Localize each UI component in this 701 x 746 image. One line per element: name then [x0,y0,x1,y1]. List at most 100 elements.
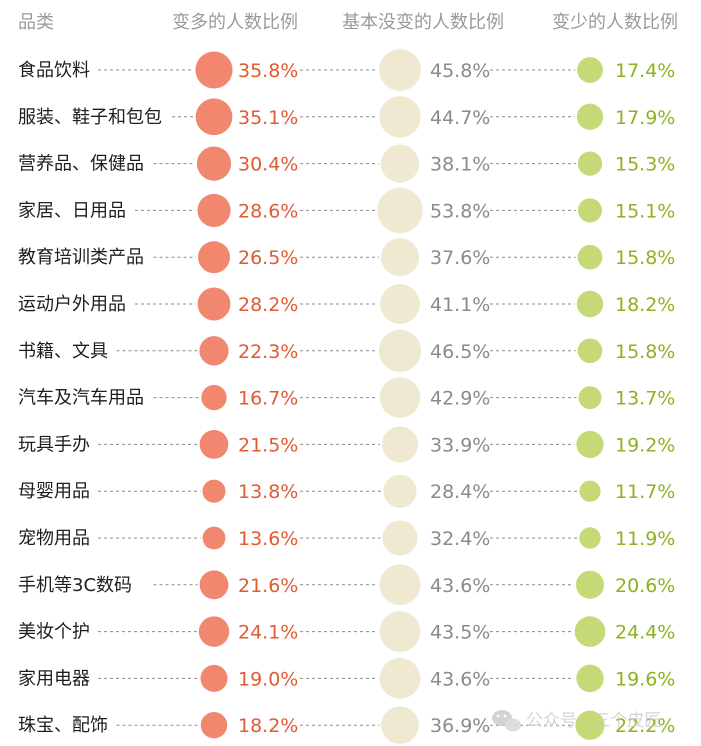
value-same: 43.6% [430,575,490,597]
value-same: 41.1% [430,294,490,316]
value-same: 32.4% [430,528,490,550]
bubble-more [196,146,232,181]
bubble-less [577,57,603,83]
bubble-more [200,711,228,739]
value-less: 17.4% [615,60,675,82]
bubble-more [198,241,230,274]
bubble-same [383,474,417,508]
category-label: 玩具手办 [18,434,90,455]
bubble-less [577,151,603,176]
table-row: 家居、日用品 28.6% 53.8% 15.1% [18,187,675,234]
table-row: 书籍、文具 22.3% 46.5% 15.8% [18,329,675,372]
table-row: 美妆个护 24.1% 43.5% 24.4% [18,611,675,653]
value-more: 28.6% [238,200,298,222]
value-same: 44.7% [430,107,490,129]
value-same: 42.9% [430,388,490,410]
bubble-same [380,238,420,277]
value-same: 33.9% [430,434,490,456]
value-same: 37.6% [430,247,490,269]
category-label: 珠宝、配饰 [18,715,108,736]
table-row: 运动户外用品 28.2% 41.1% 18.2% [18,284,675,324]
category-label: 运动户外用品 [18,294,126,315]
value-less: 11.9% [615,528,675,550]
bubble-same [378,329,422,372]
value-less: 22.2% [615,715,675,737]
bubble-more [197,193,231,227]
value-same: 45.8% [430,60,490,82]
bubble-same [379,564,421,606]
value-more: 35.8% [238,60,298,82]
value-same: 38.1% [430,154,490,176]
value-less: 19.6% [615,668,675,690]
table-row: 母婴用品 13.8% 28.4% 11.7% [18,474,675,508]
table-row: 服装、鞋子和包包 35.1% 44.7% 17.9% [18,96,675,138]
category-label: 食品饮料 [18,60,90,81]
bubble-more [199,570,229,600]
bubble-more [202,479,226,503]
bubble-more [201,384,227,411]
bubble-more [198,616,230,647]
value-less: 15.8% [615,341,675,363]
bubble-more [202,526,226,550]
bubble-less [575,710,605,740]
bubble-same [379,377,421,418]
table-row: 珠宝、配饰 18.2% 36.9% 22.2% [18,706,675,745]
value-more: 16.7% [238,388,298,410]
bubble-same [380,284,420,324]
bubble-less [578,386,602,410]
table-row: 宠物用品 13.6% 32.4% 11.9% [18,520,675,556]
category-label: 家用电器 [18,668,90,689]
bubble-same [380,144,420,183]
header-more: 变多的人数比例 [172,12,298,33]
value-same: 36.9% [430,715,490,737]
table-row: 家用电器 19.0% 43.6% 19.6% [18,657,675,699]
bubble-less [574,616,606,647]
bubble-same [379,96,421,138]
category-label: 宠物用品 [18,528,90,549]
bubble-more [200,664,228,692]
bubble-less [576,290,604,318]
value-more: 21.6% [238,575,298,597]
value-less: 18.2% [615,294,675,316]
value-less: 17.9% [615,107,675,129]
bubble-less [576,430,604,458]
bubble-less [577,338,603,364]
bubble-same [379,611,421,653]
value-less: 24.4% [615,622,675,644]
value-same: 46.5% [430,341,490,363]
value-more: 35.1% [238,107,298,129]
bubble-same [379,49,421,91]
value-less: 15.3% [615,154,675,176]
table-row: 食品饮料 35.8% 45.8% 17.4% [18,49,675,91]
bubble-less [579,480,601,502]
value-same: 53.8% [430,200,490,222]
bubble-same [382,520,418,556]
value-more: 26.5% [238,247,298,269]
bubble-same [381,706,419,745]
category-label: 营养品、保健品 [18,154,144,175]
category-label: 手机等3C数码 [18,575,132,596]
value-more: 22.3% [238,341,298,363]
bubble-less [577,198,603,223]
value-more: 19.0% [238,668,298,690]
chart-rows: 食品饮料 35.8% 45.8% 17.4% 服装、鞋子和包包 35.1% 44.7% 17.… [18,49,675,745]
bubble-less [577,244,603,270]
category-label: 母婴用品 [18,481,90,502]
header-category: 品类 [18,12,54,33]
value-more: 30.4% [238,154,298,176]
header-same: 基本没变的人数比例 [342,12,504,33]
table-row: 汽车及汽车用品 16.7% 42.9% 13.7% [18,377,675,418]
value-more: 13.6% [238,528,298,550]
bubble-more [195,51,233,89]
bubble-same [379,657,421,699]
table-row: 营养品、保健品 30.4% 38.1% 15.3% [18,144,675,183]
value-same: 28.4% [430,481,490,503]
value-less: 15.1% [615,200,675,222]
value-same: 43.6% [430,668,490,690]
bubble-less [575,570,605,599]
table-row: 教育培训类产品 26.5% 37.6% 15.8% [18,238,675,277]
value-less: 13.7% [615,388,675,410]
bubble-same [381,426,419,463]
value-less: 20.6% [615,575,675,597]
